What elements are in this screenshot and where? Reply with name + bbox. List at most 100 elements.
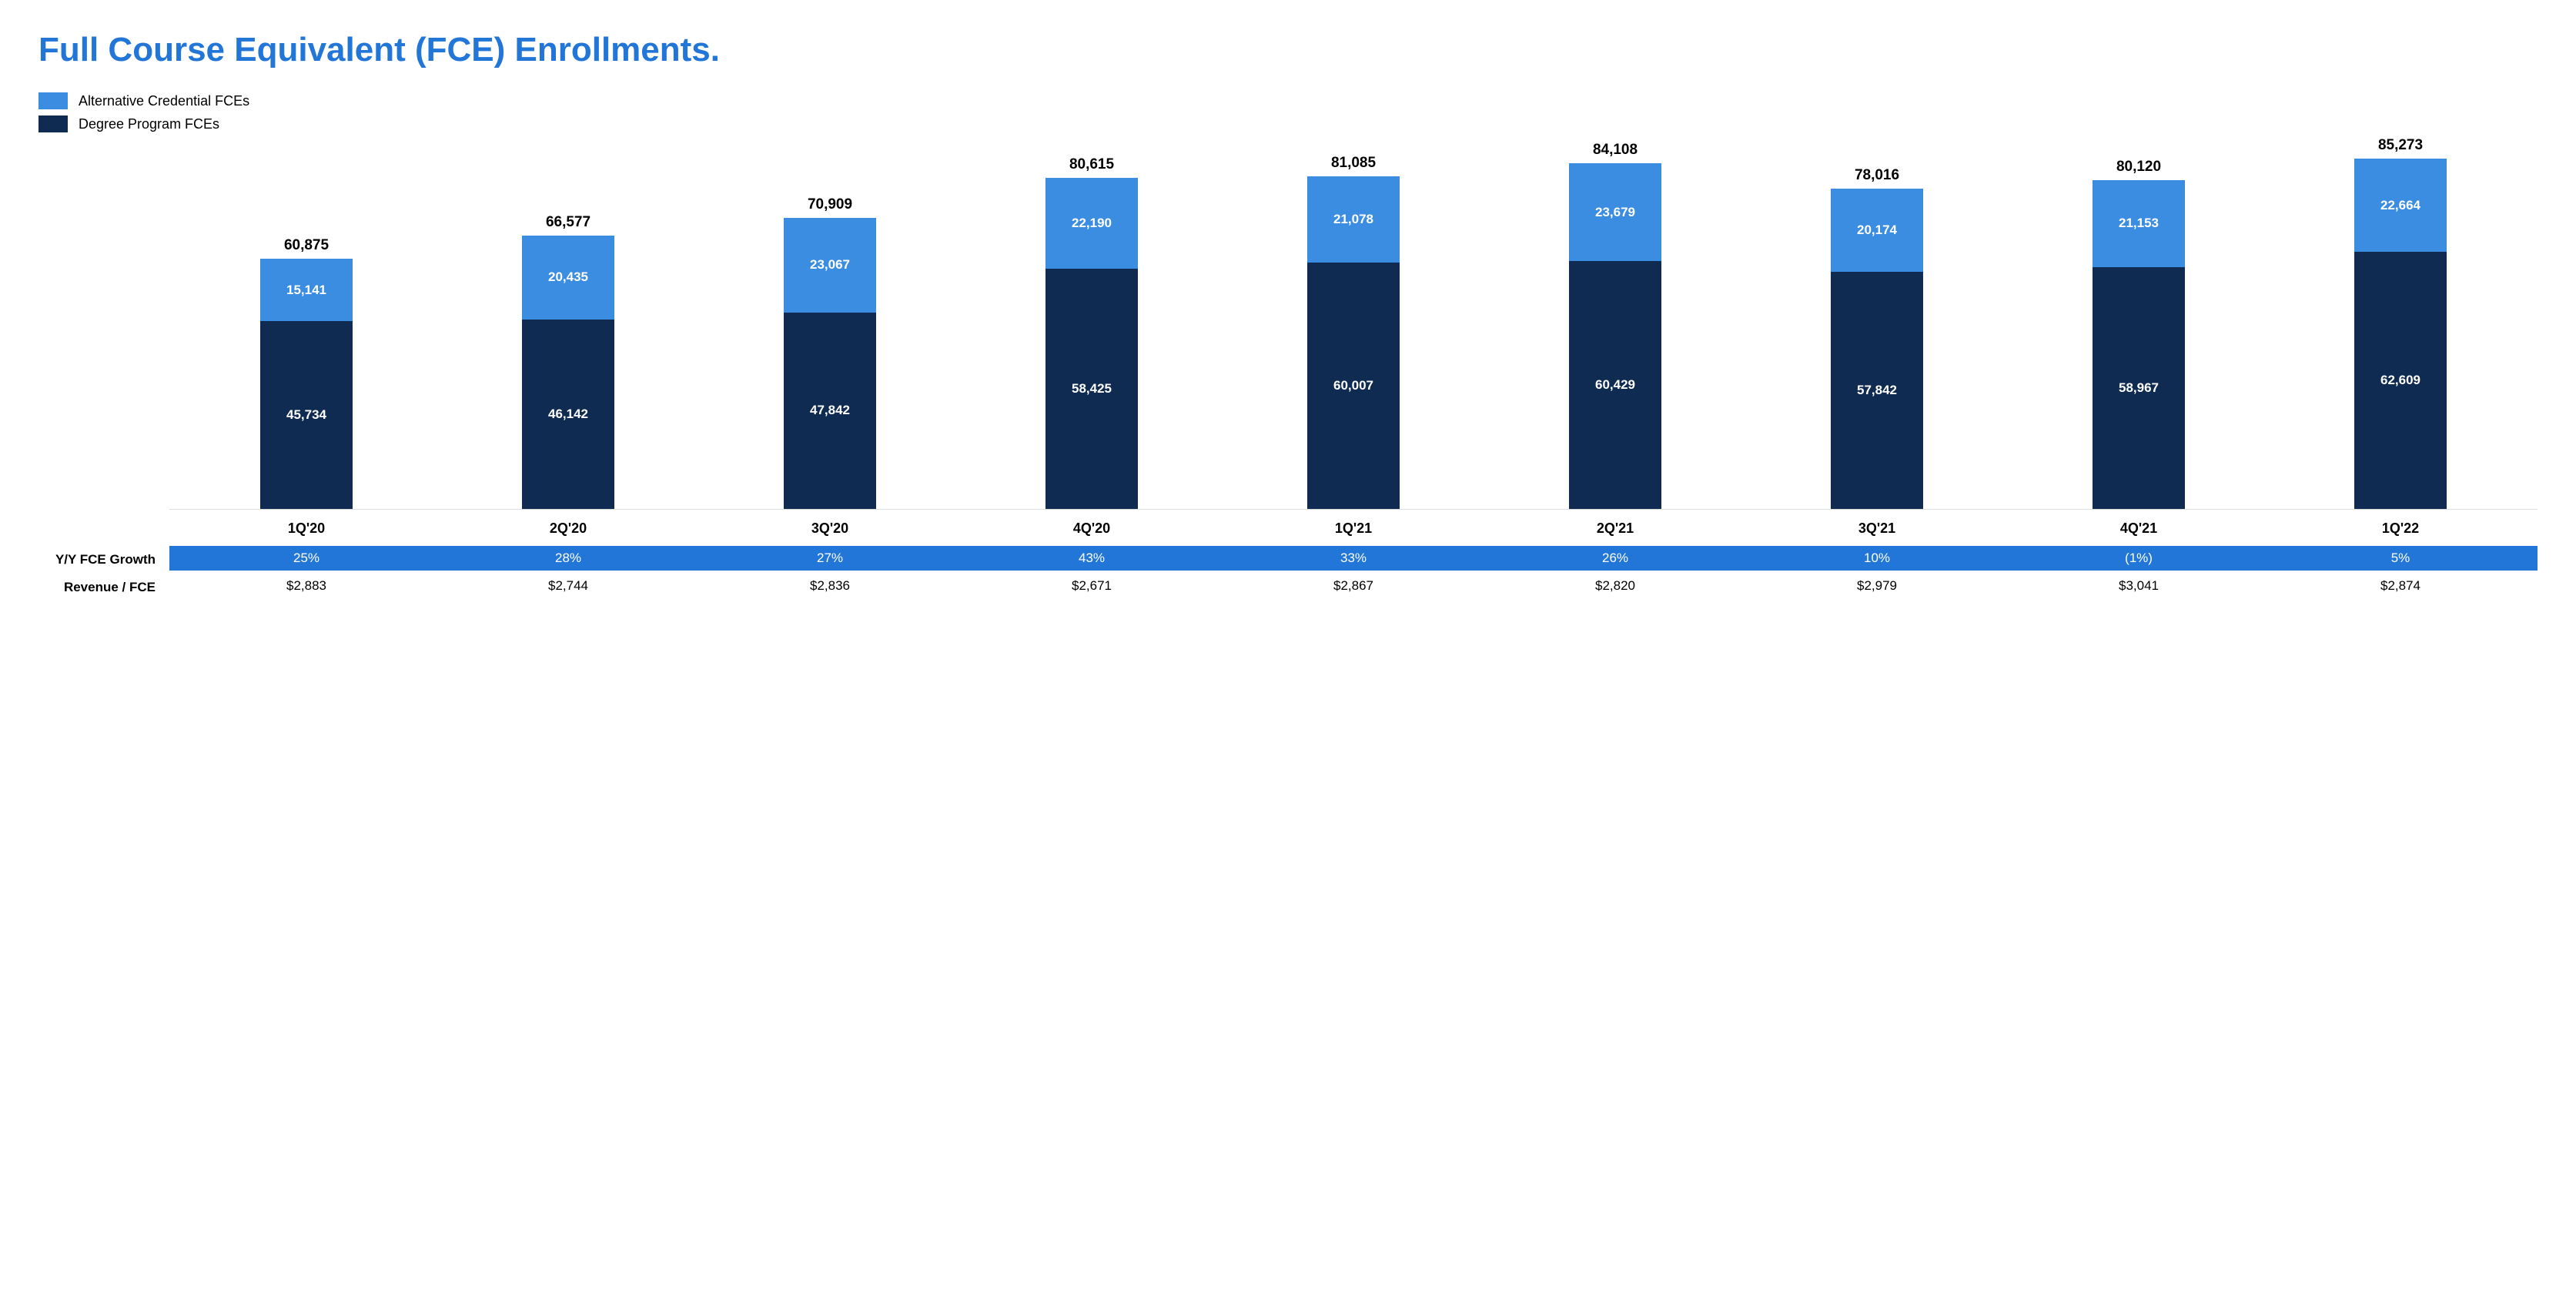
growth-cell: (1%) xyxy=(2008,546,2270,571)
x-axis: 1Q'202Q'203Q'204Q'201Q'212Q'213Q'214Q'21… xyxy=(169,510,2538,546)
bar-group: 70,909 23,067 47,842 xyxy=(699,140,961,509)
legend-swatch xyxy=(38,92,68,109)
bar-segment-alt-label: 20,174 xyxy=(1857,223,1897,238)
bar-segment-degree: 62,609 xyxy=(2354,252,2447,509)
bar-segment-alt: 23,067 xyxy=(784,218,876,313)
bar-segment-degree-label: 47,842 xyxy=(810,403,850,418)
growth-value: 27% xyxy=(699,546,961,571)
revenue-cell: $2,883 xyxy=(176,571,437,601)
bar-segment-alt: 22,664 xyxy=(2354,159,2447,252)
growth-cell: 43% xyxy=(961,546,1223,571)
chart-legend: Alternative Credential FCEs Degree Progra… xyxy=(38,92,2538,132)
bar-segment-alt-label: 22,664 xyxy=(2380,198,2420,213)
bar-stack: 22,190 58,425 xyxy=(1045,178,1138,509)
bar-segment-alt: 22,190 xyxy=(1045,178,1138,269)
bar-stack: 20,174 57,842 xyxy=(1831,189,1923,509)
revenue-cell: $2,836 xyxy=(699,571,961,601)
x-axis-label: 4Q'20 xyxy=(961,510,1223,546)
bar-segment-degree: 58,425 xyxy=(1045,269,1138,509)
revenue-cell: $2,979 xyxy=(1746,571,2008,601)
bar-stack: 23,067 47,842 xyxy=(784,218,876,509)
growth-cell: 10% xyxy=(1746,546,2008,571)
page-title: Full Course Equivalent (FCE) Enrollments… xyxy=(38,31,2538,69)
revenue-value: $3,041 xyxy=(2119,571,2159,601)
bar-total-label: 80,120 xyxy=(2116,159,2161,176)
bar-segment-alt: 21,153 xyxy=(2093,180,2185,267)
x-axis-label-text: 1Q'22 xyxy=(2382,510,2419,546)
bar-total-label: 84,108 xyxy=(1593,142,1638,159)
bar-total-label: 66,577 xyxy=(546,214,590,231)
bar-segment-alt-label: 21,153 xyxy=(2119,216,2159,231)
x-axis-label: 2Q'20 xyxy=(437,510,699,546)
bar-segment-alt-label: 21,078 xyxy=(1333,212,1373,227)
growth-value: 33% xyxy=(1223,546,1484,571)
growth-cell: 26% xyxy=(1484,546,1746,571)
growth-row-label: Y/Y FCE Growth xyxy=(55,552,156,567)
bar-segment-alt-label: 15,141 xyxy=(286,283,326,298)
row-labels-column: Y/Y FCE Growth Revenue / FCE xyxy=(38,140,169,603)
x-axis-label-text: 3Q'20 xyxy=(811,510,848,546)
x-axis-label: 2Q'21 xyxy=(1484,510,1746,546)
bar-segment-degree-label: 58,967 xyxy=(2119,380,2159,396)
bar-stack: 15,14145,734 xyxy=(260,259,353,509)
growth-row: 25%28%27%43%33%26%10%(1%)5% xyxy=(169,546,2538,571)
bar-segment-alt: 20,174 xyxy=(1831,189,1923,272)
bar-segment-alt-label: 23,679 xyxy=(1595,205,1635,220)
x-axis-label-text: 1Q'20 xyxy=(288,510,325,546)
growth-cell: 33% xyxy=(1223,546,1484,571)
bar-group: 66,577 20,435 46,142 xyxy=(437,140,699,509)
revenue-value: $2,836 xyxy=(810,571,850,601)
bar-group: 84,108 23,679 60,429 xyxy=(1484,140,1746,509)
growth-value: 10% xyxy=(1746,546,2008,571)
bar-group: 80,615 22,190 58,425 xyxy=(961,140,1223,509)
revenue-value: $2,874 xyxy=(2380,571,2420,601)
bar-segment-degree: 60,007 xyxy=(1307,263,1400,509)
x-axis-label-text: 4Q'21 xyxy=(2120,510,2157,546)
bar-segment-alt-label: 20,435 xyxy=(548,269,588,285)
bar-segment-alt: 15,141 xyxy=(260,259,353,321)
growth-cell: 25% xyxy=(176,546,437,571)
growth-value: 43% xyxy=(961,546,1223,571)
growth-value: 26% xyxy=(1484,546,1746,571)
x-axis-label-text: 2Q'20 xyxy=(550,510,587,546)
legend-item: Alternative Credential FCEs xyxy=(38,92,2538,109)
x-axis-label: 4Q'21 xyxy=(2008,510,2270,546)
bar-group: 78,016 20,174 57,842 xyxy=(1746,140,2008,509)
revenue-cell: $2,820 xyxy=(1484,571,1746,601)
revenue-value: $2,979 xyxy=(1857,571,1897,601)
x-axis-label: 1Q'22 xyxy=(2270,510,2531,546)
revenue-cell: $2,874 xyxy=(2270,571,2531,601)
bar-segment-degree-label: 46,142 xyxy=(548,407,588,422)
legend-label: Degree Program FCEs xyxy=(79,116,219,132)
bar-total-label: 80,615 xyxy=(1069,156,1114,173)
legend-label: Alternative Credential FCEs xyxy=(79,93,249,109)
bar-total-label: 81,085 xyxy=(1331,155,1376,172)
growth-cell: 28% xyxy=(437,546,699,571)
bar-segment-degree-label: 62,609 xyxy=(2380,373,2420,388)
growth-value: 28% xyxy=(437,546,699,571)
bar-group: 80,120 21,153 58,967 xyxy=(2008,140,2270,509)
bar-total-label: 78,016 xyxy=(1855,167,1899,184)
bar-segment-degree-label: 58,425 xyxy=(1072,381,1112,397)
bar-group: 85,27322,66462,609 xyxy=(2270,140,2531,509)
revenue-cell: $2,867 xyxy=(1223,571,1484,601)
bar-segment-alt: 21,078 xyxy=(1307,176,1400,263)
bar-stack: 21,078 60,007 xyxy=(1307,176,1400,509)
bar-segment-degree-label: 57,842 xyxy=(1857,383,1897,398)
x-axis-label: 1Q'20 xyxy=(176,510,437,546)
x-axis-label: 3Q'20 xyxy=(699,510,961,546)
bar-segment-degree: 60,429 xyxy=(1569,261,1661,509)
bar-segment-alt-label: 23,067 xyxy=(810,257,850,273)
revenue-value: $2,671 xyxy=(1072,571,1112,601)
bar-group: 81,085 21,078 60,007 xyxy=(1223,140,1484,509)
bar-segment-alt: 20,435 xyxy=(522,236,614,320)
revenue-value: $2,883 xyxy=(286,571,326,601)
chart-area: 60,87515,14145,73466,57720,43546,14270,9… xyxy=(169,140,2538,603)
growth-value: 25% xyxy=(176,546,437,571)
revenue-row: $2,883$2,744$2,836$2,671$2,867$2,820$2,9… xyxy=(169,571,2538,601)
x-axis-label-text: 3Q'21 xyxy=(1858,510,1895,546)
revenue-cell: $3,041 xyxy=(2008,571,2270,601)
bar-total-label: 70,909 xyxy=(808,196,852,213)
bar-stack: 21,153 58,967 xyxy=(2093,180,2185,509)
revenue-value: $2,867 xyxy=(1333,571,1373,601)
